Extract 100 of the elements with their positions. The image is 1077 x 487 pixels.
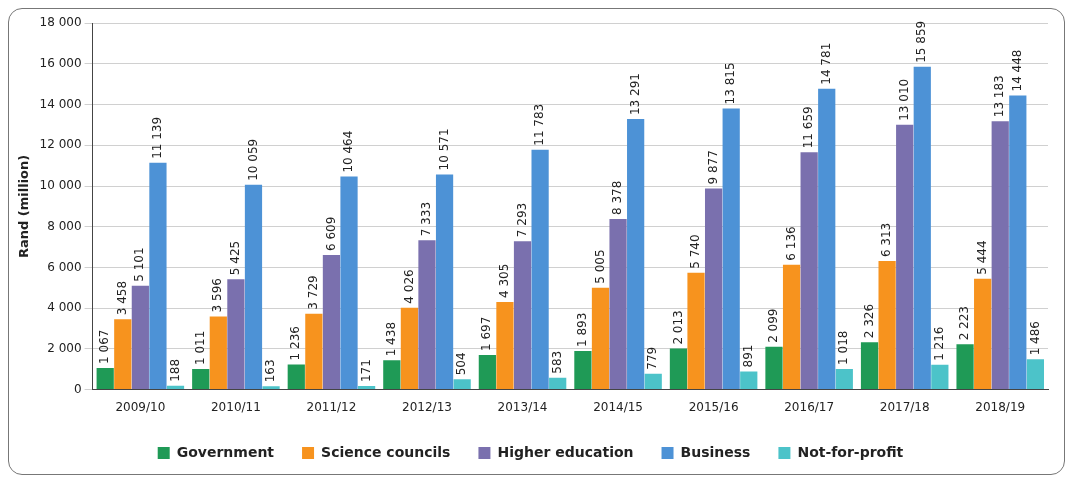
bar: [609, 219, 627, 390]
data-label: 1 018: [836, 330, 851, 365]
bar: [227, 279, 245, 390]
data-label: 3 596: [210, 278, 225, 313]
bar: [192, 369, 210, 390]
bar: [913, 66, 931, 390]
data-label: 188: [167, 358, 182, 382]
bar: [453, 379, 471, 390]
bar: [740, 371, 758, 390]
bar: [400, 307, 419, 390]
bar: [687, 272, 705, 390]
bar: [478, 355, 496, 390]
data-label: 5 740: [688, 234, 703, 269]
bar: [644, 373, 662, 390]
bar: [531, 149, 549, 390]
data-label: 7 293: [514, 202, 529, 238]
bar: [114, 319, 132, 390]
bar: [860, 342, 879, 390]
x-tick-label: 2015/16: [688, 399, 739, 414]
data-label: 1 486: [1027, 320, 1042, 356]
data-label: 11 139: [150, 116, 165, 159]
bar: [149, 162, 167, 390]
data-label: 11 659: [801, 106, 816, 149]
bar: [591, 287, 610, 390]
data-label: 1 697: [479, 316, 494, 352]
bar: [435, 174, 454, 390]
data-label: 10 571: [436, 128, 451, 171]
data-label: 5 005: [592, 249, 607, 284]
bar: [340, 176, 358, 390]
data-label: 583: [549, 350, 564, 374]
x-tick-label: 2009/10: [115, 399, 166, 414]
bar: [357, 386, 376, 390]
bar: [262, 386, 280, 390]
legend-label: Government: [176, 443, 275, 460]
y-tick-label: 0: [73, 381, 82, 396]
data-label: 13 183: [992, 75, 1007, 118]
data-label: 1 893: [575, 312, 590, 348]
y-tick-label: 2 000: [47, 341, 82, 356]
y-tick-label: 16 000: [39, 56, 82, 71]
bar: [991, 121, 1009, 390]
data-label: 2 013: [670, 310, 685, 345]
y-tick-label: 8 000: [47, 218, 82, 233]
data-label: 2 099: [766, 308, 781, 343]
data-label: 14 448: [1009, 49, 1024, 92]
bar: [496, 301, 514, 390]
y-tick-label: 12 000: [39, 137, 82, 152]
y-tick-label: 14 000: [39, 96, 82, 111]
data-label: 504: [454, 352, 469, 376]
bar: [131, 285, 149, 390]
data-label: 8 378: [610, 180, 625, 216]
bar: [418, 240, 436, 390]
data-label: 1 067: [97, 329, 112, 364]
data-label: 3 729: [305, 275, 320, 310]
legend-label: Higher education: [497, 443, 634, 460]
bar: [1009, 95, 1027, 390]
data-label: 5 425: [228, 240, 243, 276]
data-label: 5 101: [132, 247, 147, 282]
bar: [896, 124, 914, 390]
data-label: 9 877: [705, 150, 720, 185]
bar: [322, 255, 341, 390]
bar: [96, 367, 114, 390]
bar: [835, 368, 853, 390]
bar: [627, 119, 645, 390]
x-tick-label: 2011/12: [306, 399, 357, 414]
data-label: 171: [358, 359, 373, 383]
legend-label: Science councils: [321, 443, 451, 460]
bar: [574, 351, 592, 390]
data-label: 10 059: [245, 138, 260, 181]
data-label: 2 326: [861, 303, 876, 339]
data-label: 4 026: [401, 269, 416, 304]
x-tick-label: 2018/19: [975, 399, 1026, 414]
data-label: 163: [263, 359, 278, 383]
y-axis-title: Rand (million): [16, 154, 32, 259]
data-label: 6 313: [879, 222, 894, 258]
bar: [209, 316, 227, 390]
data-label: 7 333: [419, 201, 434, 237]
x-tick-label: 2014/15: [593, 399, 643, 414]
data-label: 10 464: [341, 130, 356, 173]
y-tick-label: 18 000: [39, 15, 82, 30]
bar: [669, 348, 688, 390]
data-label: 4 305: [497, 263, 512, 298]
data-label: 1 236: [288, 326, 303, 361]
bar: [956, 344, 974, 390]
legend-label: Not-for-profit: [797, 443, 904, 460]
data-label: 11 783: [532, 103, 547, 146]
bar: [818, 88, 836, 390]
data-label: 3 458: [114, 280, 129, 316]
bar: [305, 313, 323, 390]
data-label: 5 444: [974, 240, 989, 275]
bar: [974, 278, 992, 390]
x-tick-label: 2010/11: [210, 399, 261, 414]
bar: [704, 188, 723, 390]
bar: [722, 108, 740, 390]
y-tick-label: 4 000: [47, 300, 82, 315]
data-label: 13 291: [627, 73, 642, 116]
x-tick-label: 2012/13: [402, 399, 452, 414]
data-label: 15 859: [914, 20, 929, 63]
data-label: 6 136: [783, 226, 798, 261]
bar: [383, 360, 401, 390]
bar: [513, 241, 532, 390]
